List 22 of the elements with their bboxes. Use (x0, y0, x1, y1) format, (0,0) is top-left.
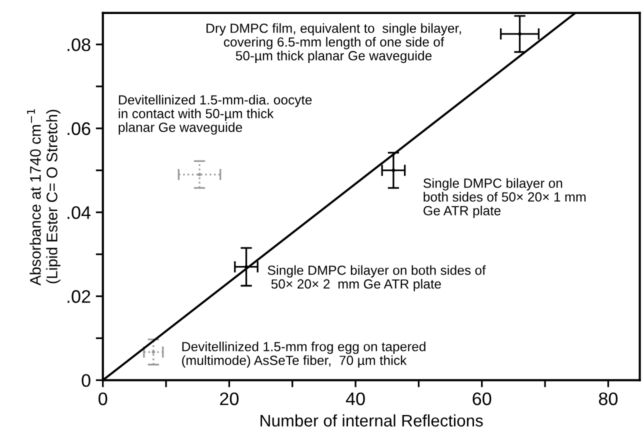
point (518, 32, 522, 36)
annotation: Single DMPC bilayer on both sides of 50× 20× 2 mm Ge ATR plate (268, 265, 486, 292)
x-axis-title: Number of internal Reflections (260, 414, 483, 427)
x-tick-label: 20 (220, 392, 239, 406)
annotation: Dry DMPC film, equivalent to single bilayer, covering 6.5-mm length of one side of 50-µm thick planar Ge waveguide (206, 23, 461, 64)
x-tick-label: 0 (98, 392, 108, 406)
y-tick-label: .08 (68, 38, 90, 52)
point (198, 172, 202, 176)
x-tick-label: 80 (598, 392, 618, 406)
point (152, 350, 156, 354)
y-axis-title: Absorbance at 1740 cm$^{−1}$ (Lipid Ester C= O Stretch) (27, 109, 60, 286)
y-tick-label: 0 (82, 374, 90, 387)
point (244, 265, 248, 269)
x-tick-label: 40 (346, 392, 365, 406)
annotation: Devitellinized 1.5-mm frog egg on tapered (multimode) AsSeTe fiber, 70 µm thick (182, 342, 426, 368)
point (392, 168, 396, 172)
annotation: Devitellinized 1.5-mm-dia. oocyte in contact with 50-µm thick planar Ge waveguide (118, 94, 312, 135)
x-tick-label: 60 (472, 392, 492, 406)
y-tick-label: .02 (68, 290, 90, 303)
y-tick-label: .04 (68, 206, 91, 220)
y-tick-label: .06 (68, 122, 90, 136)
annotation: Single DMPC bilayer on both sides of 50× 20× 1 mm Ge ATR plate (423, 178, 586, 218)
